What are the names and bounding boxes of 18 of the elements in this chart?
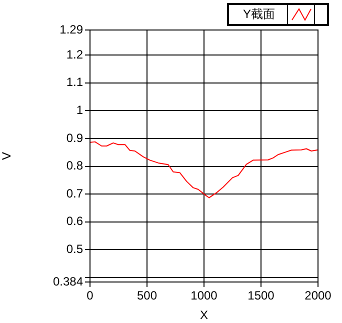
y-tick-label: 0.9 [66,130,84,145]
x-tick-label: 1000 [190,288,218,303]
y-tick-label: 1.2 [66,47,84,62]
x-axis-title: X [200,308,208,322]
x-tick-label: 0 [86,288,94,303]
y-tick-label: 1.29 [60,22,84,36]
text: Y截面 [242,6,276,23]
y-tick-label: 0.8 [66,158,84,173]
y-tick-label: 1.1 [66,75,84,90]
y-axis-title: V [0,152,14,160]
y-tick-label: 0.6 [66,214,84,228]
y-tick-label: 0.7 [66,186,84,200]
y-tick-label: 1 [76,102,84,117]
x-tick-label: 2000 [304,288,332,303]
x-tick-label: 1500 [248,288,275,303]
x-tick-label: 500 [136,288,158,303]
y-tick-label: 0.384 [52,274,84,288]
y-tick-label: 0.5 [66,242,84,256]
